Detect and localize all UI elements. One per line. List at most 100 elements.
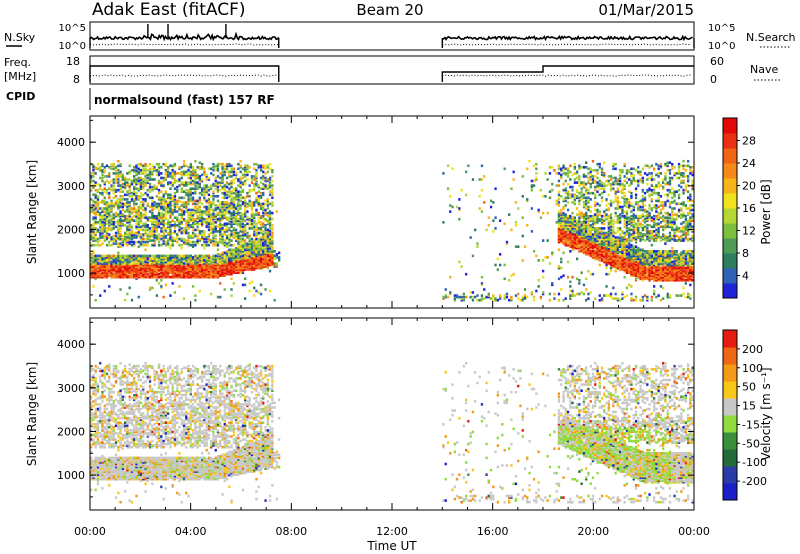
- scatter-cell: [598, 210, 601, 213]
- scatter-cell: [250, 242, 254, 245]
- scatter-cell: [124, 274, 127, 277]
- scatter-cell: [571, 222, 574, 226]
- scatter-cell: [169, 202, 172, 206]
- scatter-cell: [237, 231, 240, 235]
- scatter-cell: [255, 259, 258, 262]
- scatter-cell: [94, 272, 97, 276]
- scatter-cell: [560, 195, 563, 198]
- scatter-cell: [616, 217, 619, 221]
- scatter-cell: [119, 213, 122, 216]
- scatter-cell: [510, 187, 513, 190]
- scatter-cell: [130, 272, 134, 276]
- scatter-cell: [255, 251, 258, 255]
- scatter-cell: [117, 207, 120, 210]
- scatter-cell: [94, 266, 97, 270]
- scatter-cell: [262, 185, 265, 189]
- scatter-cell: [108, 205, 111, 209]
- scatter-cell: [257, 213, 260, 216]
- scatter-cell: [607, 294, 610, 297]
- scatter-cell: [625, 211, 629, 215]
- scatter-cell: [210, 205, 213, 209]
- scatter-cell: [110, 263, 113, 267]
- scatter-cell: [596, 233, 599, 236]
- scatter-cell: [153, 216, 156, 219]
- scatter-cell: [203, 210, 206, 213]
- scatter-cell: [153, 259, 156, 262]
- scatter-cell: [551, 166, 554, 169]
- scatter-cell: [194, 219, 197, 222]
- scatter-cell: [108, 263, 111, 267]
- scatter-cell: [148, 176, 152, 180]
- scatter-cell: [460, 295, 463, 299]
- scatter-cell: [562, 214, 565, 218]
- scatter-cell: [110, 224, 113, 227]
- scatter-cell: [225, 228, 229, 232]
- scatter-cell: [259, 260, 263, 264]
- scatter-cell: [268, 260, 272, 264]
- scatter-cell: [167, 263, 170, 267]
- scatter-cell: [103, 196, 106, 200]
- scatter-cell: [155, 224, 158, 227]
- scatter-cell: [632, 272, 635, 276]
- scatter-cell: [259, 256, 263, 259]
- scatter-cell: [119, 227, 122, 230]
- scatter-cell: [589, 246, 592, 250]
- scatter-cell: [573, 162, 576, 166]
- scatter-cell: [250, 176, 254, 180]
- scatter-cell: [167, 175, 170, 178]
- scatter-cell: [128, 274, 131, 277]
- scatter-cell: [90, 266, 93, 270]
- scatter-cell: [185, 170, 188, 174]
- scatter-cell: [203, 275, 206, 279]
- scatter-cell: [212, 195, 215, 198]
- scatter-cell: [585, 202, 588, 206]
- scatter-cell: [94, 167, 97, 171]
- scatter-cell: [153, 256, 156, 259]
- scatter-cell: [585, 224, 588, 227]
- scatter-cell: [110, 269, 113, 273]
- scatter-cell: [609, 219, 613, 222]
- scatter-cell: [194, 205, 197, 209]
- scatter-cell: [539, 216, 542, 219]
- scatter-cell: [580, 216, 583, 219]
- scatter-cell: [628, 262, 631, 265]
- scatter-cell: [634, 253, 638, 256]
- scatter-cell: [137, 295, 140, 299]
- scatter-cell: [244, 251, 247, 255]
- scatter-cell: [235, 231, 238, 235]
- scatter-cell: [557, 221, 561, 224]
- scatter-cell: [216, 257, 220, 261]
- scatter-cell: [257, 231, 260, 235]
- scatter-cell: [632, 217, 635, 221]
- scatter-cell: [571, 248, 574, 252]
- scatter-cell: [632, 250, 635, 253]
- scatter-cell: [444, 294, 447, 297]
- scatter-cell: [92, 217, 95, 221]
- scatter-cell: [210, 269, 213, 273]
- scatter-cell: [460, 298, 463, 302]
- scatter-cell: [271, 231, 274, 235]
- scatter-cell: [630, 204, 633, 207]
- scatter-cell: [250, 207, 254, 210]
- scatter-cell: [257, 243, 260, 247]
- scatter-cell: [596, 240, 599, 244]
- scatter-cell: [189, 224, 192, 227]
- scatter-cell: [142, 164, 145, 168]
- scatter-cell: [223, 222, 226, 226]
- scatter-cell: [196, 254, 199, 258]
- scatter-cell: [508, 279, 511, 282]
- scatter-cell: [587, 245, 590, 248]
- scatter-cell: [130, 254, 134, 258]
- scatter-cell: [571, 243, 574, 247]
- scatter-cell: [212, 166, 215, 169]
- scatter-cell: [555, 221, 558, 224]
- scatter-cell: [203, 237, 206, 241]
- scatter-cell: [255, 248, 258, 252]
- scatter-cell: [167, 224, 170, 227]
- scatter-cell: [228, 253, 231, 256]
- scatter-cell: [262, 257, 265, 261]
- scatter-cell: [155, 228, 158, 232]
- nave-line: [442, 74, 692, 77]
- scatter-cell: [151, 254, 154, 258]
- scatter-cell: [591, 234, 595, 238]
